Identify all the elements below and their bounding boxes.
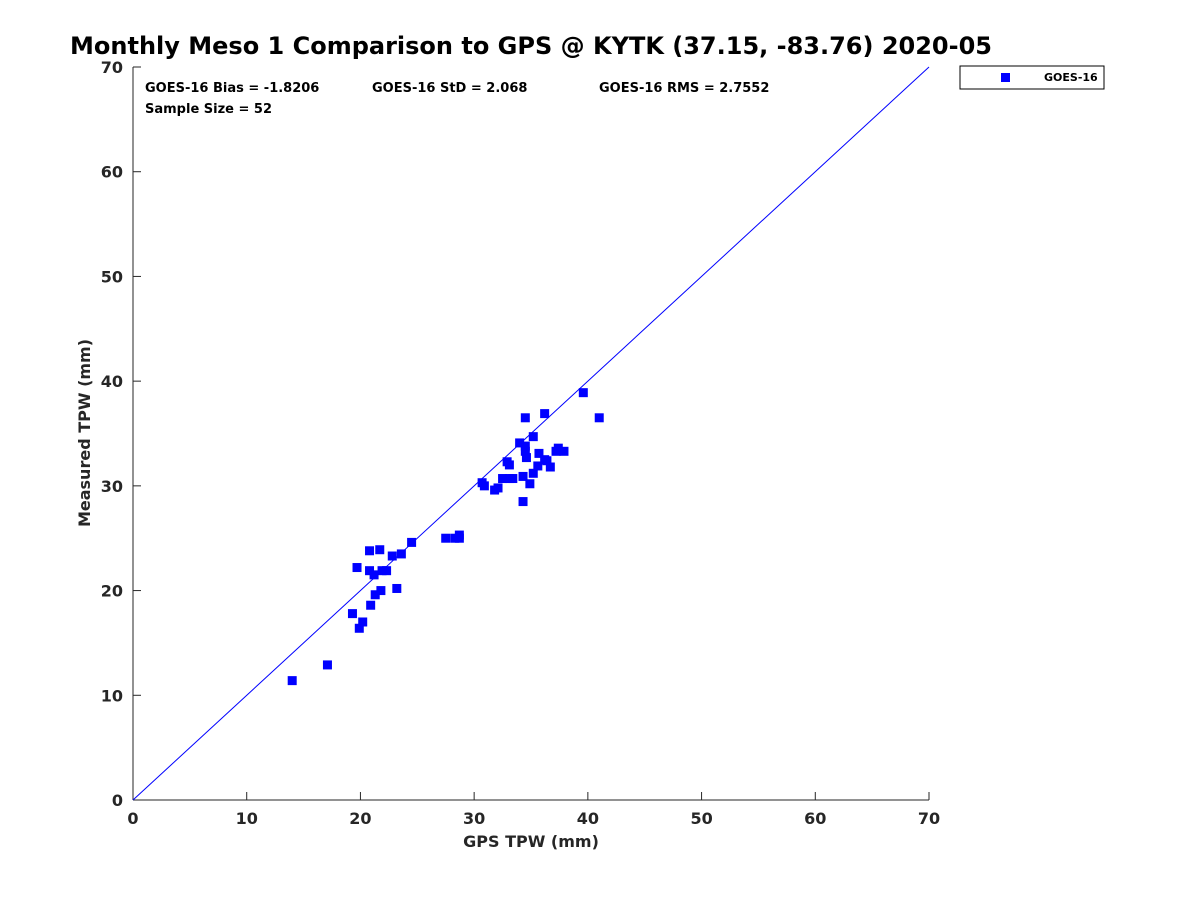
data-point <box>498 474 508 484</box>
data-point <box>441 533 451 543</box>
data-point <box>479 481 489 491</box>
data-point <box>347 609 357 619</box>
y-axis-label: Measured TPW (mm) <box>75 339 94 527</box>
data-point <box>528 468 538 478</box>
data-point <box>515 438 525 448</box>
data-point <box>354 623 364 633</box>
data-point <box>545 462 555 472</box>
bias-annotation: GOES-16 Bias = -1.8206 <box>145 81 319 96</box>
rms-annotation: GOES-16 RMS = 2.7552 <box>599 81 769 96</box>
y-tick-label: 40 <box>101 372 123 391</box>
data-point <box>369 570 379 580</box>
data-point <box>521 453 531 463</box>
chart-title: Monthly Meso 1 Comparison to GPS @ KYTK … <box>70 32 992 60</box>
data-point <box>504 460 514 470</box>
legend-box <box>959 65 1105 90</box>
x-axis-label: GPS TPW (mm) <box>463 832 599 851</box>
data-point <box>520 413 530 423</box>
std-annotation: GOES-16 StD = 2.068 <box>372 81 527 96</box>
data-point <box>533 461 543 471</box>
data-point <box>407 537 417 547</box>
data-point <box>375 545 385 555</box>
y-tick-label: 30 <box>101 477 123 496</box>
y-tick-label: 10 <box>101 686 123 705</box>
data-point <box>366 600 376 610</box>
x-tick-label: 40 <box>577 809 599 828</box>
x-tick-label: 10 <box>236 809 258 828</box>
x-tick-label: 0 <box>127 809 138 828</box>
legend-marker-square <box>1001 73 1010 82</box>
legend: GOES-16 <box>959 65 1105 90</box>
y-tick-label: 50 <box>101 267 123 286</box>
data-point <box>578 388 588 398</box>
y-tick-label: 70 <box>101 58 123 77</box>
data-point <box>396 549 406 559</box>
data-point <box>376 586 386 596</box>
data-point <box>287 676 297 686</box>
data-point <box>553 443 563 453</box>
data-point <box>518 497 528 507</box>
data-point <box>594 413 604 423</box>
data-point <box>540 409 550 419</box>
data-point <box>352 563 362 573</box>
data-point <box>534 448 544 458</box>
data-point <box>392 583 402 593</box>
plot-axes: 0 10 20 30 40 50 60 70 0 10 20 30 40 50 60 70 <box>101 58 940 828</box>
data-point <box>377 566 387 576</box>
x-tick-label: 70 <box>918 809 940 828</box>
data-point <box>508 474 518 484</box>
y-tick-label: 0 <box>112 791 123 810</box>
data-point <box>365 566 375 576</box>
data-point <box>450 533 460 543</box>
data-point <box>358 617 368 627</box>
data-points <box>287 388 604 686</box>
legend-label: GOES-16 <box>1044 71 1098 84</box>
data-point <box>528 432 538 442</box>
x-tick-label: 20 <box>349 809 371 828</box>
x-tick-label: 60 <box>804 809 826 828</box>
y-tick-label: 60 <box>101 163 123 182</box>
data-point <box>525 479 535 489</box>
sample-size-annotation: Sample Size = 52 <box>145 102 272 117</box>
x-tick-label: 50 <box>690 809 712 828</box>
data-point <box>454 533 464 543</box>
y-tick-label: 20 <box>101 582 123 601</box>
data-point <box>322 660 332 670</box>
data-point <box>387 551 397 561</box>
data-point <box>542 456 552 466</box>
data-point <box>520 446 530 456</box>
data-point <box>559 446 569 456</box>
data-point <box>365 546 375 556</box>
data-point <box>518 471 528 481</box>
data-point <box>382 566 392 576</box>
x-tick-label: 30 <box>463 809 485 828</box>
data-point <box>520 441 530 451</box>
data-point <box>493 483 503 493</box>
data-point <box>370 590 380 600</box>
